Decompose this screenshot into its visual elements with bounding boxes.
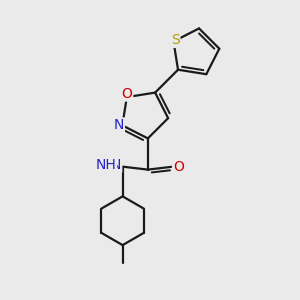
Text: N: N xyxy=(114,118,124,132)
Text: O: O xyxy=(122,86,132,100)
Text: N: N xyxy=(111,158,121,172)
Text: NH: NH xyxy=(95,158,116,172)
Text: S: S xyxy=(171,33,179,47)
Text: O: O xyxy=(173,160,184,174)
